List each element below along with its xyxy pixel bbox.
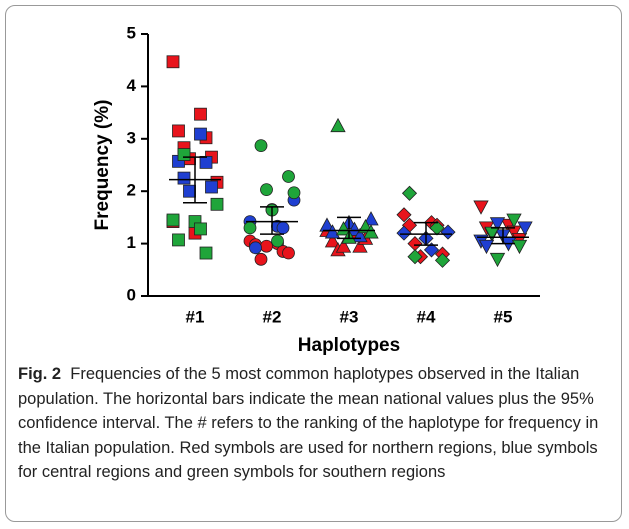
point — [172, 124, 185, 138]
point — [194, 222, 207, 236]
point — [199, 155, 213, 169]
x-axis-label: Haplotypes — [298, 335, 400, 356]
point — [166, 55, 180, 69]
y-tick-label: 3 — [127, 128, 136, 147]
point — [396, 207, 412, 223]
point — [434, 252, 451, 268]
point — [254, 139, 268, 153]
point — [183, 184, 196, 198]
y-axis-label: Frequency (%) — [92, 100, 113, 231]
point — [249, 241, 262, 255]
point — [199, 246, 213, 260]
point — [243, 221, 257, 235]
point — [194, 107, 207, 121]
point — [276, 221, 290, 235]
point — [489, 217, 506, 232]
point — [205, 180, 218, 194]
point — [287, 186, 301, 200]
x-tick-label: #3 — [340, 307, 359, 326]
caption-label: Fig. 2 — [18, 365, 62, 383]
x-tick-label: #4 — [417, 307, 436, 326]
caption-text: Frequencies of the 5 most common haploty… — [18, 365, 599, 481]
point — [260, 239, 273, 253]
figure-frame — [5, 5, 622, 522]
y-tick-label: 0 — [127, 285, 136, 304]
y-tick-label: 1 — [127, 233, 136, 252]
x-tick-label: #5 — [494, 307, 513, 326]
point — [260, 183, 273, 197]
y-tick-label: 2 — [127, 181, 136, 200]
point — [194, 127, 207, 141]
point — [423, 242, 440, 258]
y-tick-label: 4 — [127, 76, 137, 95]
point — [517, 221, 533, 236]
point — [511, 239, 528, 255]
point — [363, 224, 379, 239]
point — [484, 226, 500, 241]
point — [210, 197, 224, 211]
point — [473, 200, 489, 215]
y-tick-label: 5 — [127, 23, 136, 42]
point — [489, 252, 506, 268]
point — [478, 239, 495, 255]
caption: Fig. 2 Frequencies of the 5 most common … — [18, 362, 616, 485]
point — [440, 224, 456, 240]
point — [335, 238, 352, 253]
x-tick-label: #2 — [263, 307, 282, 326]
point — [352, 238, 368, 253]
point — [177, 148, 191, 161]
point — [324, 224, 341, 239]
point — [166, 213, 180, 227]
point — [506, 213, 522, 228]
point — [396, 225, 412, 241]
point — [401, 185, 418, 201]
point — [407, 249, 423, 265]
x-tick-label: #1 — [186, 307, 205, 326]
point — [282, 246, 295, 260]
point — [177, 171, 191, 185]
point — [324, 233, 341, 248]
point — [271, 234, 284, 248]
point — [172, 233, 185, 247]
point — [254, 252, 268, 266]
chart: Frequency (%) Haplotypes 0 1 2 3 4 5 #1 #2 #3 #4 #… — [92, 23, 540, 356]
point — [330, 117, 346, 133]
point — [335, 221, 352, 236]
point — [282, 170, 295, 183]
